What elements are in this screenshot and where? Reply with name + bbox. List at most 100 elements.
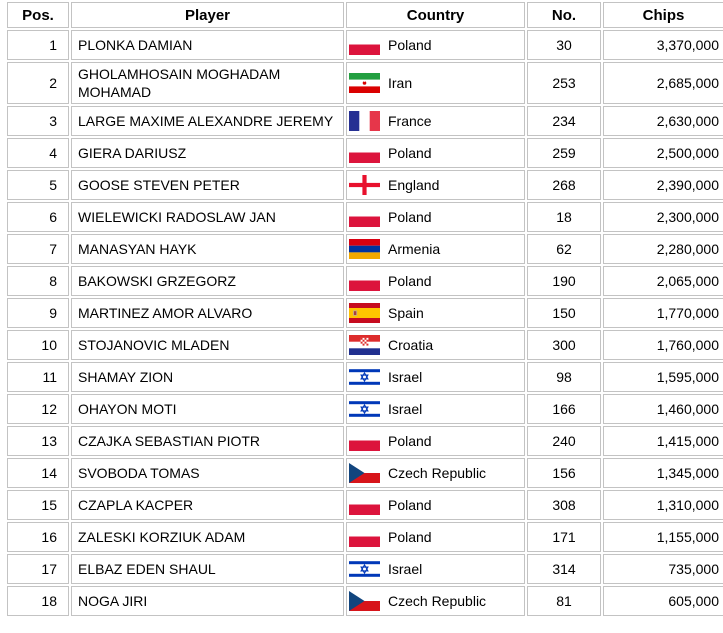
entry-number-cell: 156	[527, 458, 601, 488]
country-name: England	[388, 177, 440, 194]
chips-cell: 2,630,000	[603, 106, 723, 136]
country-name: Israel	[388, 369, 423, 386]
player-name-cell: LARGE MAXIME ALEXANDRE JEREMY	[71, 106, 344, 136]
position-cell: 12	[7, 394, 69, 424]
table-row: 4 GIERA DARIUSZ Poland 259 2,500,000	[7, 138, 723, 168]
player-name-cell: CZAJKA SEBASTIAN PIOTR	[71, 426, 344, 456]
player-name-cell: BAKOWSKI GRZEGORZ	[71, 266, 344, 296]
country-name: Poland	[388, 529, 432, 546]
table-row: 17 ELBAZ EDEN SHAUL Israel 314 735,000	[7, 554, 723, 584]
position-cell: 7	[7, 234, 69, 264]
position-cell: 9	[7, 298, 69, 328]
chips-cell: 1,760,000	[603, 330, 723, 360]
flag-icon-israel	[349, 367, 380, 388]
country-cell: France	[346, 106, 525, 136]
flag-icon-israel	[349, 399, 380, 420]
country-cell: Israel	[346, 394, 525, 424]
player-name-cell: CZAPLA KACPER	[71, 490, 344, 520]
country-cell: Israel	[346, 362, 525, 392]
country-cell: Poland	[346, 138, 525, 168]
position-cell: 6	[7, 202, 69, 232]
flag-icon-poland	[349, 495, 380, 516]
player-name-cell: OHAYON MOTI	[71, 394, 344, 424]
country-cell: Poland	[346, 522, 525, 552]
player-name-cell: NOGA JIRI	[71, 586, 344, 616]
flag-icon-croatia	[349, 335, 380, 356]
position-cell: 14	[7, 458, 69, 488]
country-name: Czech Republic	[388, 593, 487, 610]
country-cell: Poland	[346, 490, 525, 520]
chip-count-table: Pos. Player Country No. Chips 1 PLONKA D…	[5, 0, 723, 618]
entry-number-cell: 171	[527, 522, 601, 552]
country-name: Poland	[388, 497, 432, 514]
country-cell: Poland	[346, 202, 525, 232]
position-cell: 1	[7, 30, 69, 60]
country-name: Poland	[388, 433, 432, 450]
entry-number-cell: 234	[527, 106, 601, 136]
column-header-country: Country	[346, 2, 525, 28]
country-name: Poland	[388, 209, 432, 226]
position-cell: 4	[7, 138, 69, 168]
country-cell: Czech Republic	[346, 586, 525, 616]
player-name-cell: GHOLAMHOSAIN MOGHADAM MOHAMAD	[71, 62, 344, 104]
country-name: Poland	[388, 273, 432, 290]
player-name-cell: MANASYAN HAYK	[71, 234, 344, 264]
chips-cell: 1,345,000	[603, 458, 723, 488]
table-row: 6 WIELEWICKI RADOSLAW JAN Poland 18 2,30…	[7, 202, 723, 232]
position-cell: 3	[7, 106, 69, 136]
player-name-cell: ZALESKI KORZIUK ADAM	[71, 522, 344, 552]
column-header-chips: Chips	[603, 2, 723, 28]
table-row: 9 MARTINEZ AMOR ALVARO Spain 150 1,770,0…	[7, 298, 723, 328]
flag-icon-england	[349, 175, 380, 196]
player-name-cell: GOOSE STEVEN PETER	[71, 170, 344, 200]
chips-cell: 2,390,000	[603, 170, 723, 200]
player-name-cell: SHAMAY ZION	[71, 362, 344, 392]
position-cell: 10	[7, 330, 69, 360]
chips-cell: 1,310,000	[603, 490, 723, 520]
chips-cell: 1,460,000	[603, 394, 723, 424]
chips-cell: 1,770,000	[603, 298, 723, 328]
column-header-player: Player	[71, 2, 344, 28]
chips-cell: 2,685,000	[603, 62, 723, 104]
header-row: Pos. Player Country No. Chips	[7, 2, 723, 28]
chips-cell: 735,000	[603, 554, 723, 584]
country-cell: England	[346, 170, 525, 200]
entry-number-cell: 98	[527, 362, 601, 392]
flag-icon-armenia	[349, 239, 380, 260]
entry-number-cell: 18	[527, 202, 601, 232]
table-row: 8 BAKOWSKI GRZEGORZ Poland 190 2,065,000	[7, 266, 723, 296]
chips-cell: 2,300,000	[603, 202, 723, 232]
chips-cell: 605,000	[603, 586, 723, 616]
country-name: Israel	[388, 401, 423, 418]
country-name: Israel	[388, 561, 423, 578]
chips-cell: 2,500,000	[603, 138, 723, 168]
entry-number-cell: 166	[527, 394, 601, 424]
table-row: 7 MANASYAN HAYK Armenia 62 2,280,000	[7, 234, 723, 264]
flag-icon-czech-republic	[349, 591, 380, 612]
country-cell: Spain	[346, 298, 525, 328]
country-name: France	[388, 113, 432, 130]
table-row: 1 PLONKA DAMIAN Poland 30 3,370,000	[7, 30, 723, 60]
player-name-cell: STOJANOVIC MLADEN	[71, 330, 344, 360]
player-name-cell: SVOBODA TOMAS	[71, 458, 344, 488]
player-name-cell: PLONKA DAMIAN	[71, 30, 344, 60]
chips-cell: 1,415,000	[603, 426, 723, 456]
position-cell: 18	[7, 586, 69, 616]
position-cell: 2	[7, 62, 69, 104]
table-row: 12 OHAYON MOTI Israel 166 1,460,000	[7, 394, 723, 424]
chips-cell: 2,280,000	[603, 234, 723, 264]
entry-number-cell: 62	[527, 234, 601, 264]
country-cell: Iran	[346, 62, 525, 104]
table-row: 18 NOGA JIRI Czech Republic 81 605,000	[7, 586, 723, 616]
flag-icon-poland	[349, 431, 380, 452]
entry-number-cell: 259	[527, 138, 601, 168]
country-cell: Poland	[346, 30, 525, 60]
table-row: 3 LARGE MAXIME ALEXANDRE JEREMY France 2…	[7, 106, 723, 136]
table-row: 10 STOJANOVIC MLADEN Croatia 300 1,760,0…	[7, 330, 723, 360]
table-row: 15 CZAPLA KACPER Poland 308 1,310,000	[7, 490, 723, 520]
country-name: Poland	[388, 145, 432, 162]
player-name-cell: GIERA DARIUSZ	[71, 138, 344, 168]
position-cell: 8	[7, 266, 69, 296]
player-name-cell: ELBAZ EDEN SHAUL	[71, 554, 344, 584]
table-row: 13 CZAJKA SEBASTIAN PIOTR Poland 240 1,4…	[7, 426, 723, 456]
